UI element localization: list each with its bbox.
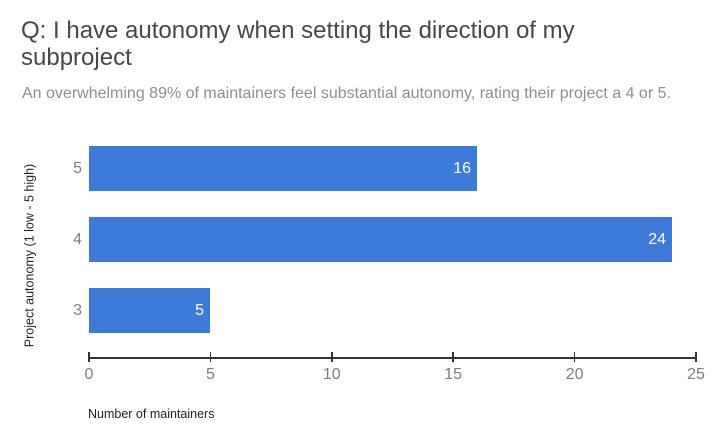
bar: 5 (89, 288, 210, 333)
category-label: 4 (73, 230, 82, 248)
x-axis-tick-label: 10 (322, 366, 341, 383)
x-axis-tick (209, 352, 212, 362)
x-axis-tick (88, 352, 90, 362)
bar-value-label: 16 (453, 160, 471, 177)
bar: 16 (89, 146, 477, 191)
bar-value-label: 5 (195, 302, 204, 319)
x-axis-tick-label: 20 (565, 366, 584, 383)
bar: 24 (89, 217, 672, 262)
x-axis-tick (331, 352, 333, 362)
y-axis-title: Project autonomy (1 low - 5 high) (22, 163, 37, 348)
x-axis-tick-label: 5 (205, 366, 215, 383)
x-axis-tick (695, 352, 697, 362)
x-axis-line (89, 357, 697, 359)
x-axis-tick-label: 0 (84, 366, 94, 383)
x-axis-tick (573, 352, 576, 362)
x-axis-tick (452, 352, 454, 362)
x-axis-tick-label: 25 (687, 366, 705, 383)
chart-subtitle: An overwhelming 89% of maintainers feel … (22, 85, 671, 102)
chart-title: Q: I have autonomy when setting the dire… (21, 17, 575, 71)
x-axis-title: Number of maintainers (88, 407, 215, 421)
category-label: 5 (73, 159, 82, 177)
x-axis-tick-label: 15 (444, 366, 463, 383)
category-label: 3 (73, 301, 82, 319)
bar-value-label: 24 (648, 231, 666, 248)
